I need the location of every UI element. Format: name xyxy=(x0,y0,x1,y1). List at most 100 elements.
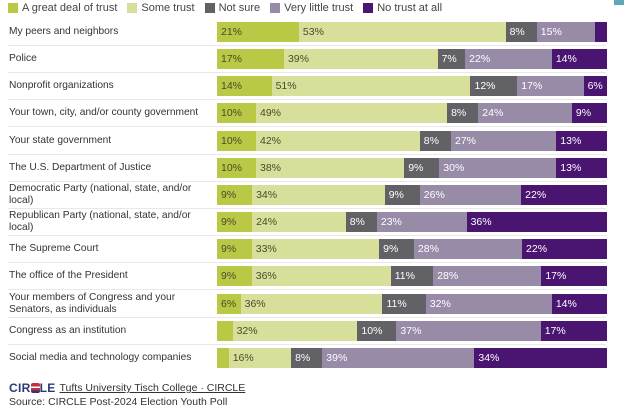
bar-segment: 30% xyxy=(439,157,557,178)
bar-segment: 8% xyxy=(447,103,479,124)
bar-segment: 16% xyxy=(228,347,292,368)
data-label: 13% xyxy=(560,134,582,147)
data-label: 9% xyxy=(408,161,424,174)
data-label: 16% xyxy=(232,351,254,364)
bar-segment xyxy=(217,320,233,341)
bar-segment: 26% xyxy=(419,184,522,205)
chart-row: Your town, city, and/or county governmen… xyxy=(0,100,612,128)
bar-segment: 17% xyxy=(217,49,284,70)
data-label: 10% xyxy=(221,107,243,120)
data-label: 24% xyxy=(482,107,504,120)
legend-label: Very little trust xyxy=(284,2,354,14)
category-label: Police xyxy=(9,53,37,65)
bar-segment: 8% xyxy=(505,22,537,42)
data-label: 53% xyxy=(302,26,324,38)
bar-segment: 39% xyxy=(322,347,475,368)
chart-row: Democratic Party (national, state, and/o… xyxy=(0,182,612,209)
bar-segment: 9% xyxy=(404,157,440,178)
data-label: 32% xyxy=(236,324,258,337)
bar-segment: 9% xyxy=(217,184,253,205)
bar-segment: 10% xyxy=(217,157,256,178)
stacked-bar: 21% 53% 8% 15% xyxy=(217,22,607,42)
legend-swatch xyxy=(270,3,281,13)
legend-item: Not sure xyxy=(204,2,260,14)
legend-label: A great deal of trust xyxy=(22,2,118,14)
data-label: 17% xyxy=(544,324,566,337)
data-label: 8% xyxy=(509,26,525,38)
data-label: 9% xyxy=(221,243,237,256)
bar-segment: 11% xyxy=(390,266,434,287)
brand-link[interactable]: Tufts University Tisch College · CIRCLE xyxy=(59,382,246,394)
data-label: 15% xyxy=(540,26,562,38)
stacked-bar: 6% 36% 11% 32% 14% xyxy=(217,293,607,314)
row-divider xyxy=(8,316,606,318)
category-label: Congress as an institution xyxy=(9,324,127,336)
bar-segment: 9% xyxy=(384,184,420,205)
bar-segment: 6% xyxy=(217,293,241,314)
bar-segment: 33% xyxy=(251,239,380,260)
bar-segment: 17% xyxy=(541,266,607,287)
data-label: 10% xyxy=(221,134,243,147)
data-label: 28% xyxy=(417,243,439,256)
data-label: 9% xyxy=(388,188,404,201)
bar-segment: 36% xyxy=(240,293,383,314)
data-label: 22% xyxy=(525,188,547,201)
data-label: 33% xyxy=(255,243,277,256)
data-label: 39% xyxy=(326,351,348,364)
data-label: 9% xyxy=(383,243,399,256)
chart-row: Social media and technology companies 16%… xyxy=(0,345,612,372)
chart-row: Your state government 10% 42% 8% 27% 13% xyxy=(0,128,612,155)
chart-row: My peers and neighbors 21% 53% 8% 15% xyxy=(0,19,612,46)
corner-accent xyxy=(614,0,624,5)
data-label: 17% xyxy=(545,270,567,283)
bar-segment: 28% xyxy=(413,239,523,260)
category-label: Nonprofit organizations xyxy=(9,80,114,92)
data-label: 14% xyxy=(555,53,577,66)
bar-segment: 13% xyxy=(556,157,607,178)
bar-segment: 15% xyxy=(536,22,596,42)
chart-row: Your members of Congress and your Senato… xyxy=(0,291,612,318)
stacked-bar: 10% 49% 8% 24% 9% xyxy=(217,103,607,124)
bar-segment: 14% xyxy=(551,49,607,70)
legend-item: Some trust xyxy=(127,2,195,14)
stacked-bar: 10% 38% 9% 30% 13% xyxy=(217,157,607,178)
bar-segment: 49% xyxy=(256,103,448,124)
data-label: 9% xyxy=(221,216,237,229)
chart-row: Police 17% 39% 7% 22% 14% xyxy=(0,46,612,74)
bar-segment: 9% xyxy=(379,239,414,260)
data-label: 8% xyxy=(295,351,311,364)
bar-segment: 22% xyxy=(465,49,552,70)
data-label: 36% xyxy=(244,297,266,310)
category-label: Your town, city, and/or county governmen… xyxy=(9,107,199,119)
bar-segment: 8% xyxy=(345,212,377,233)
chart-row: Congress as an institution 32% 10% 37% 17% xyxy=(0,318,612,345)
data-label: 14% xyxy=(555,297,577,310)
bar-segment: 53% xyxy=(298,22,506,42)
bar-segment: 24% xyxy=(252,212,346,233)
data-label: 10% xyxy=(361,324,383,337)
chart-row: The Supreme Court 9% 33% 9% 28% 22% xyxy=(0,236,612,264)
data-label: 37% xyxy=(400,324,422,337)
data-label: 8% xyxy=(423,134,439,147)
stacked-bar: 14% 51% 12% 17% 6% xyxy=(217,76,607,97)
bar-segment: 32% xyxy=(232,320,358,341)
bar-segment: 34% xyxy=(252,184,385,205)
bar-segment: 38% xyxy=(256,157,405,178)
data-label: 34% xyxy=(256,188,278,201)
bar-segment: 10% xyxy=(217,103,256,124)
data-label: 14% xyxy=(221,80,243,93)
data-label: 11% xyxy=(394,270,415,283)
bar-segment: 6% xyxy=(583,76,607,97)
brand-line: CIR LE Tufts University Tisch College · C… xyxy=(9,381,245,395)
row-divider xyxy=(8,207,606,209)
chart-row: The U.S. Department of Justice 10% 38% 9% 30… xyxy=(0,155,612,182)
data-label: 39% xyxy=(287,53,309,66)
row-divider xyxy=(8,99,606,101)
row-divider xyxy=(8,262,606,264)
category-label: Social media and technology companies xyxy=(9,351,192,363)
category-label: Your members of Congress and your Senato… xyxy=(9,291,176,315)
row-divider xyxy=(8,235,606,237)
bar-segment: 17% xyxy=(540,320,607,341)
bar-segment: 10% xyxy=(217,130,256,151)
data-label: 36% xyxy=(470,216,492,229)
